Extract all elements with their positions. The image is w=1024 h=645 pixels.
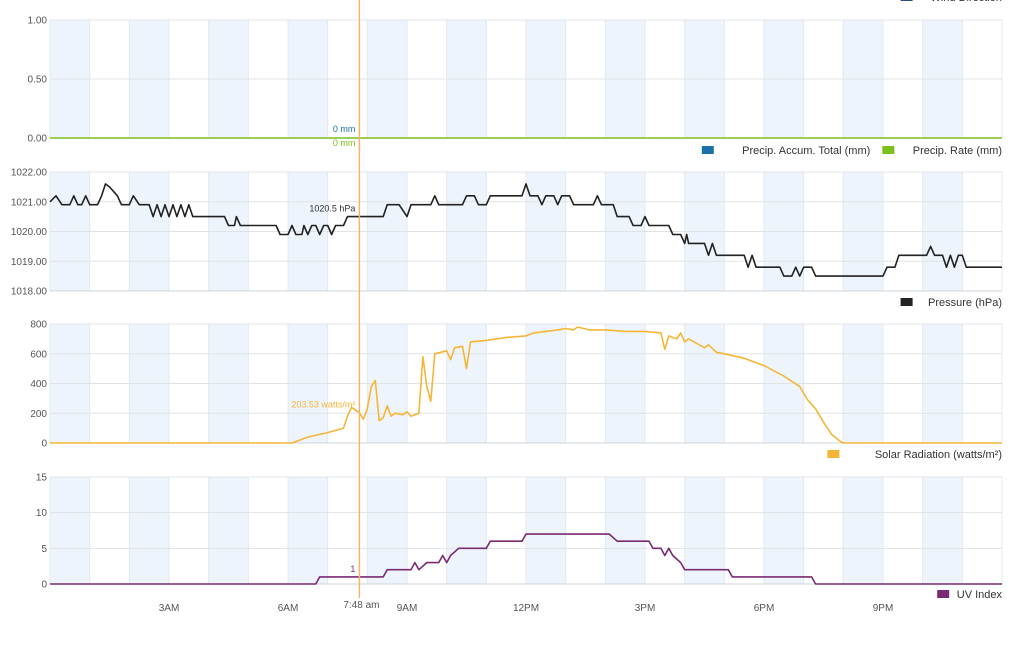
y-tick-label: 1.00 [28,16,48,27]
y-tick-label: 1020.00 [11,227,48,238]
crosshair-value-label: 1 [350,564,355,574]
crosshair-value-label: 0 mm [333,138,356,148]
chart-solar: 0 200 400 600 800 203.53 watts/m² Solar Radiat… [30,320,1003,461]
legend-label: Precip. Accum. Total (mm) [742,145,870,157]
crosshair-value-label: 203.53 watts/m² [291,400,355,410]
legend-swatch [827,450,840,458]
shaded-band [50,477,90,584]
legend-label: UV Index [957,589,1003,601]
x-tick-label: 6AM [278,603,299,614]
shaded-band [526,477,566,584]
legend-swatch [937,590,950,598]
shaded-band [843,477,883,584]
legend-label: Wind Direction [930,0,1002,4]
legend-swatch [900,298,913,306]
y-tick-label: 800 [30,320,47,331]
series-line-uv [50,533,1002,585]
x-tick-label: 3AM [159,603,180,614]
crosshair-value-label: 0 mm [333,124,356,134]
x-tick-label: 3PM [635,603,656,614]
legend-label: Precip. Rate (mm) [913,145,1002,157]
legend-swatch [701,146,714,154]
chart-uv: 0 5 10 15 1 UV Index [36,473,1003,601]
chart-wind: Wind Direction [900,0,1002,4]
chart-precip: 0.00 0.50 1.00 0 mm 0 mm Precip. Rate (mm) Pre… [28,16,1003,157]
x-tick-label: 9PM [873,603,894,614]
x-tick-label: 12PM [513,603,539,614]
x-tick-label: 9AM [397,603,418,614]
y-tick-label: 1019.00 [11,257,48,268]
y-tick-label: 15 [36,473,48,484]
shaded-band [367,477,407,584]
y-tick-label: 5 [41,544,47,555]
chart-pressure: 1018.00 1019.00 1020.00 1021.00 1022.00 1020.… [11,168,1003,309]
crosshair-time-label: 7:48 am [343,600,379,611]
shaded-band [129,477,169,584]
y-tick-label: 200 [30,409,47,420]
shaded-band [446,477,487,584]
y-tick-label: 0 [41,580,47,591]
y-tick-label: 0.00 [28,134,48,145]
y-tick-label: 400 [30,379,47,390]
legend-swatch [882,146,895,154]
y-tick-label: 1021.00 [11,197,48,208]
shaded-band [288,477,328,584]
crosshair-value-label: 1020.5 hPa [309,204,355,214]
shaded-band [684,477,725,584]
y-tick-label: 1018.00 [11,287,48,298]
series-line-solar [50,326,1002,444]
y-tick-label: 10 [36,508,48,519]
legend-swatch [900,0,913,1]
y-tick-label: 0 [41,439,47,450]
series-line-pressure [49,183,1002,277]
y-tick-label: 0.50 [28,75,48,86]
x-tick-label: 6PM [754,603,775,614]
legend-label: Pressure (hPa) [928,297,1002,309]
shaded-band [605,477,645,584]
legend-label: Solar Radiation (watts/m²) [875,449,1002,461]
shaded-band [922,477,963,584]
shaded-band [208,477,249,584]
y-tick-label: 1022.00 [11,168,48,179]
y-tick-label: 600 [30,349,47,360]
shaded-band [764,477,804,584]
